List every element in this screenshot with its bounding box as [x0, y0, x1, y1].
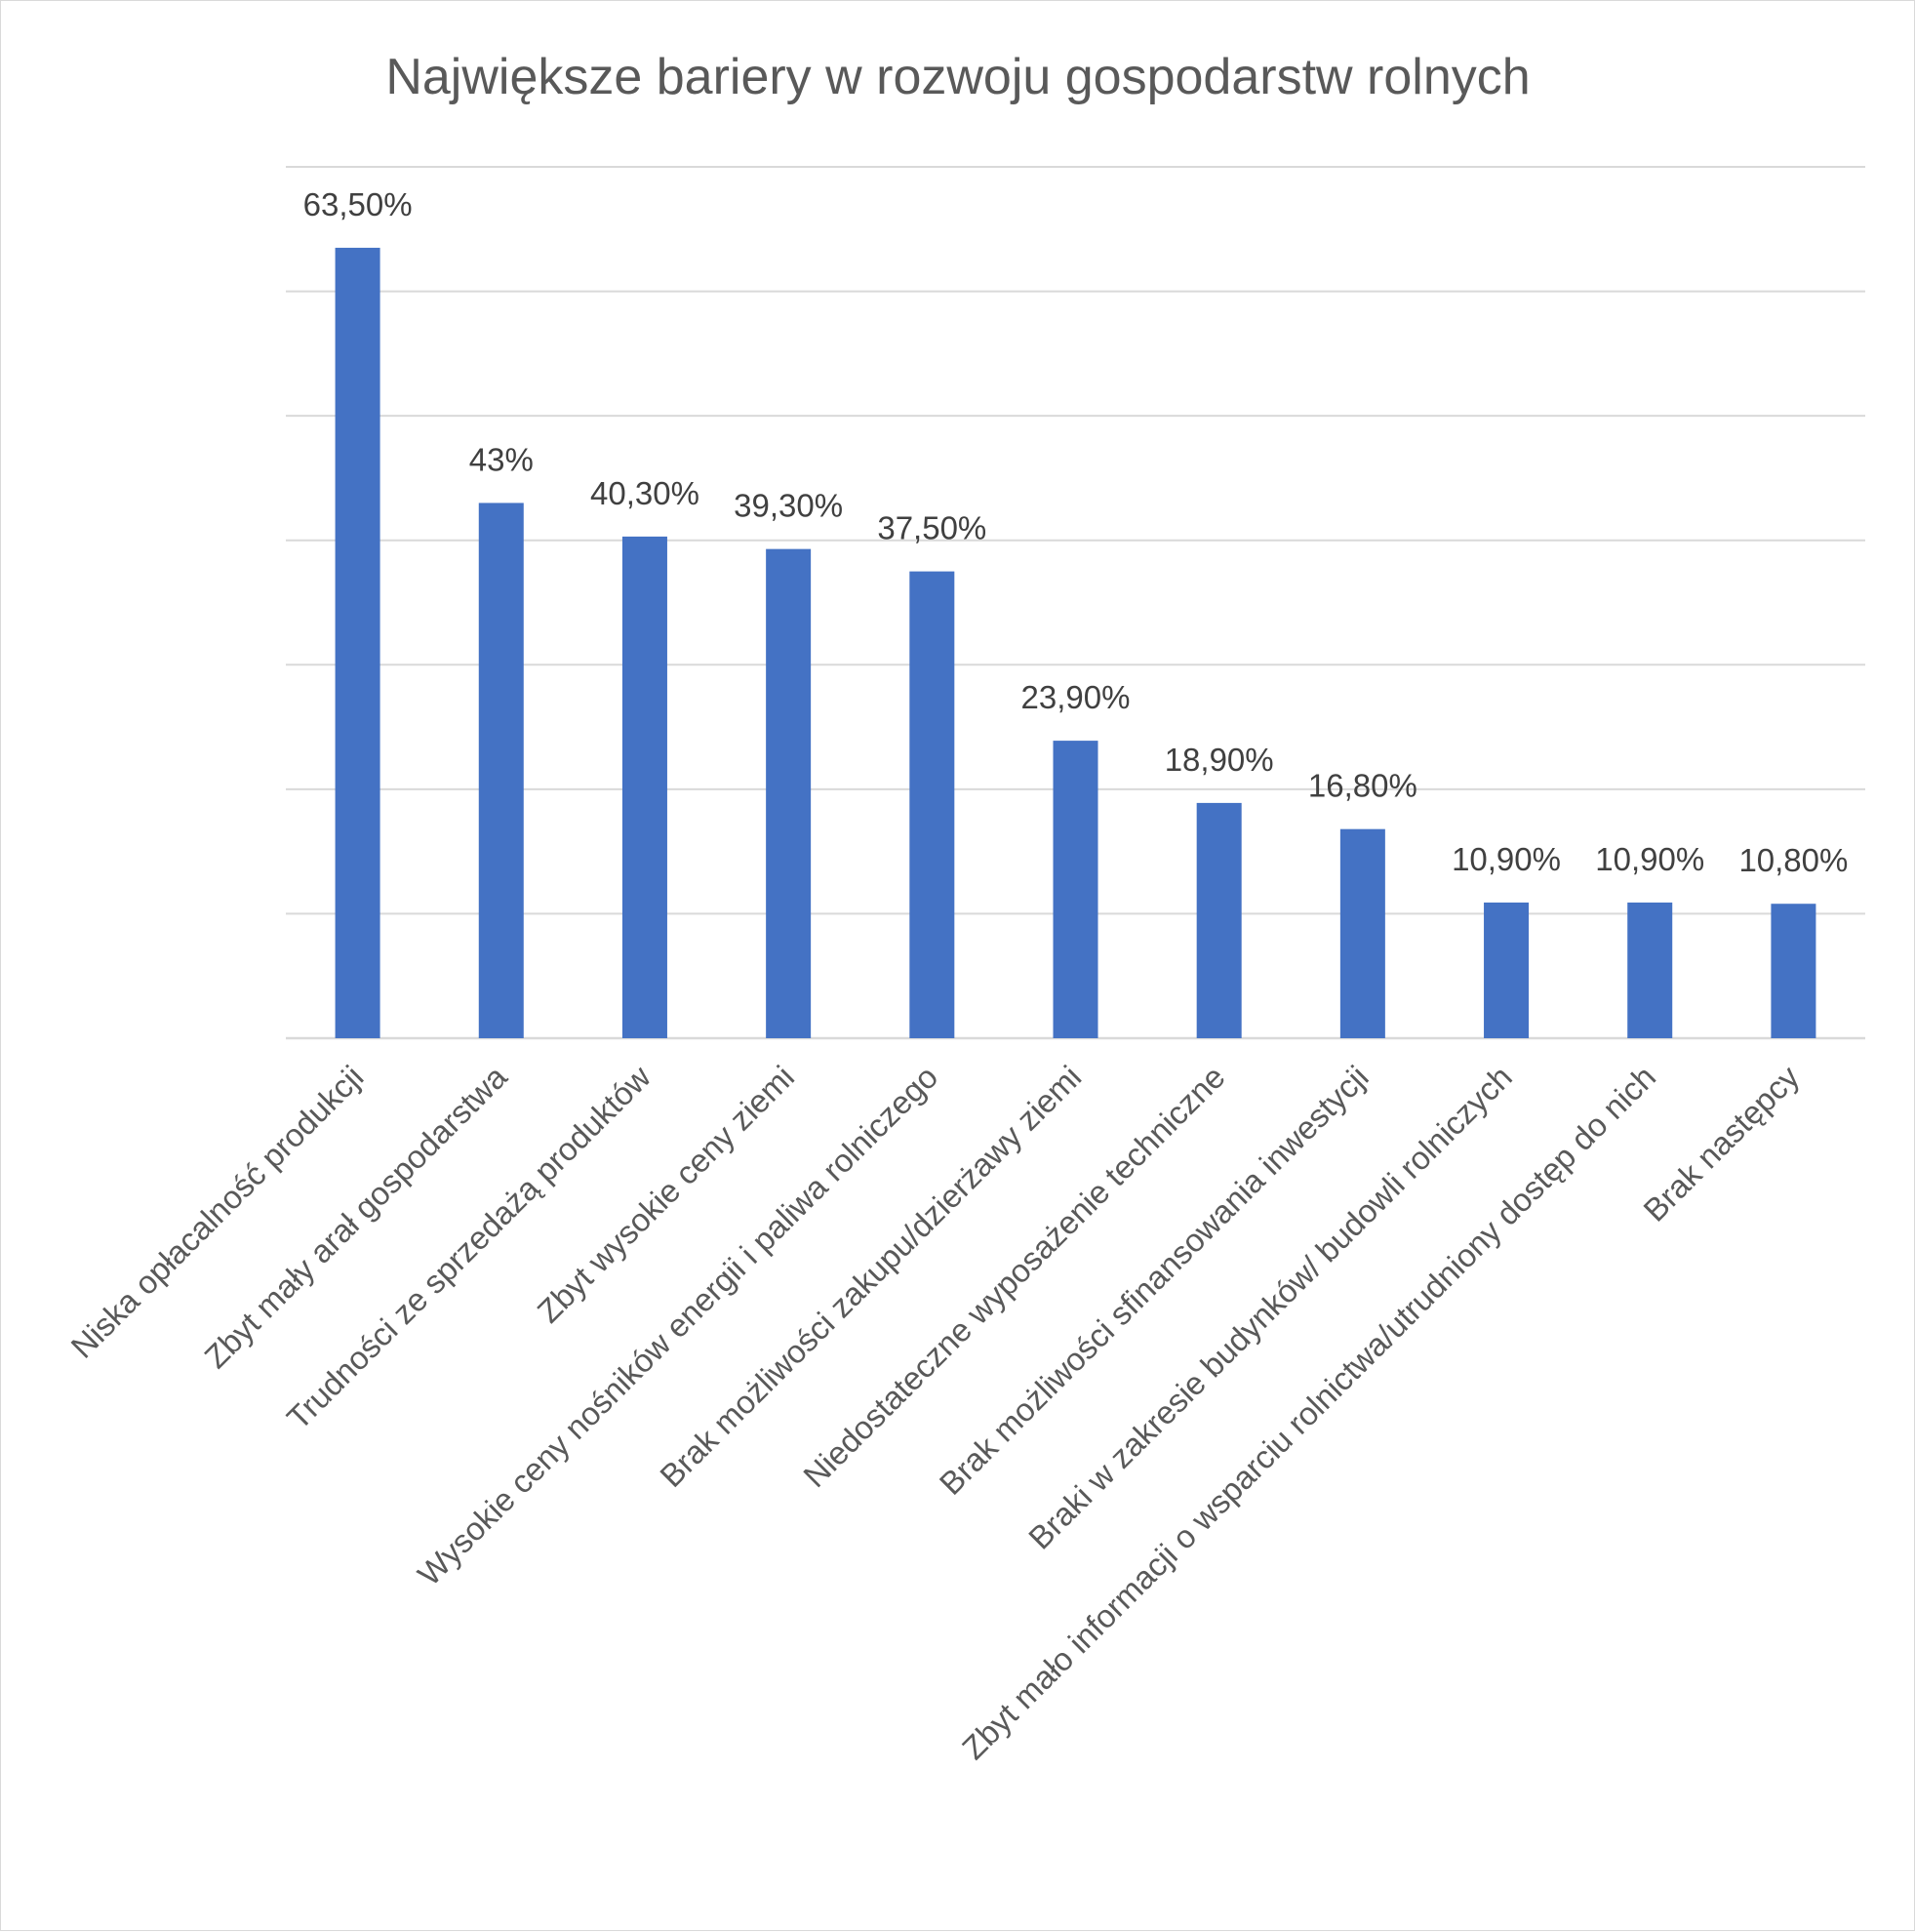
data-label: 37,50% [877, 510, 986, 546]
data-label: 16,80% [1308, 768, 1417, 804]
category-label: Wysokie ceny nośników energii i paliwa r… [411, 1059, 944, 1592]
bar [909, 571, 955, 1038]
gridlines [286, 166, 1865, 1040]
bar [766, 548, 812, 1038]
data-label: 40,30% [590, 475, 699, 511]
bar [478, 503, 524, 1038]
bar [1339, 828, 1385, 1038]
category-label: Niska opłacalność produkcji [63, 1059, 370, 1365]
bar [621, 536, 667, 1038]
data-label: 39,30% [734, 488, 843, 524]
data-label: 18,90% [1165, 742, 1274, 778]
bars [335, 247, 1816, 1038]
bar [1196, 802, 1242, 1038]
data-label: 10,80% [1738, 842, 1848, 878]
bar [1627, 902, 1673, 1038]
data-label: 43% [469, 441, 534, 477]
data-labels: 63,50% 43% 40,30% 39,30% 37,50% 23,90% 18,90% 1… [303, 186, 1849, 878]
bar [1484, 902, 1530, 1038]
data-label: 10,90% [1595, 841, 1704, 877]
category-label: Zbyt mały arał gospodarstwa [197, 1058, 514, 1375]
data-label: 10,90% [1452, 841, 1561, 877]
bar [335, 247, 380, 1038]
data-label: 23,90% [1021, 679, 1131, 715]
category-label: Braki w zakresie budynków/ budowli rolni… [1021, 1059, 1519, 1556]
category-label: Zbyt wysokie ceny ziemi [530, 1059, 801, 1330]
bar [1771, 904, 1816, 1038]
category-label: Zbyt mało informacji o wsparciu rolnictw… [955, 1059, 1662, 1766]
data-label: 63,50% [303, 186, 413, 222]
chart-title: Największe bariery w rozwoju gospodarstw… [385, 49, 1530, 105]
bar [1053, 741, 1098, 1038]
